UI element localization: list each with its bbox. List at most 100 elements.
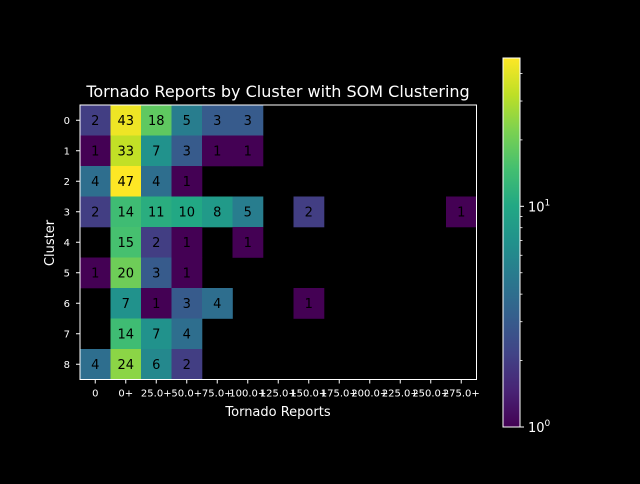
- heatmap-cell: [80, 196, 111, 228]
- x-tick-label: 50.0+: [171, 389, 202, 400]
- y-tick-label: 6: [64, 299, 70, 310]
- y-tick-label: 3: [64, 207, 70, 218]
- cell-value-label: 1: [244, 236, 252, 251]
- x-tick-label: 25.0+: [141, 389, 172, 400]
- heatmap-cell: [141, 135, 172, 167]
- heatmap-cell: [110, 257, 142, 289]
- heatmap-cell: [141, 227, 172, 258]
- cell-value-label: 11: [148, 205, 165, 220]
- x-tick-label: 175.0+: [321, 389, 358, 400]
- cell-value-label: 4: [183, 327, 191, 342]
- heatmap-cell: [171, 135, 203, 167]
- heatmap-cell: [232, 135, 264, 167]
- cell-value-label: 4: [91, 175, 99, 190]
- colorbar-tick-label: 100: [528, 419, 551, 436]
- cell-value-label: 1: [183, 266, 191, 281]
- cell-value-label: 14: [117, 205, 134, 220]
- heatmap-cell: [110, 318, 142, 350]
- y-axis-label: Cluster: [43, 219, 58, 266]
- heatmap-cell: [202, 135, 233, 167]
- colorbar-tick-label: 101: [528, 198, 550, 215]
- cell-value-label: 43: [117, 114, 134, 129]
- cell-value-label: 4: [91, 358, 99, 373]
- heatmap-cell: [80, 105, 111, 136]
- heatmap-cell: [171, 349, 203, 380]
- x-tick-label: 250.0+: [412, 389, 449, 400]
- cell-value-label: 1: [457, 205, 465, 220]
- chart-title: Tornado Reports by Cluster with SOM Clus…: [85, 82, 469, 101]
- cell-value-label: 1: [213, 144, 221, 159]
- heatmap-cell: [171, 196, 203, 228]
- cell-value-label: 3: [152, 266, 160, 281]
- cell-value-label: 7: [152, 327, 160, 342]
- x-tick-label: 125.0+: [260, 389, 297, 400]
- y-tick-label: 0: [64, 116, 70, 127]
- cell-value-label: 47: [117, 175, 134, 190]
- cell-value-label: 1: [91, 144, 99, 159]
- heatmap-cell: [202, 196, 233, 228]
- cell-value-label: 1: [91, 266, 99, 281]
- heatmap-cell: [141, 196, 172, 228]
- cell-value-label: 10: [178, 205, 195, 220]
- y-tick-label: 4: [64, 238, 70, 249]
- heatmap-cell: [110, 135, 142, 167]
- heatmap-cell: [80, 257, 111, 289]
- heatmap-cell: [202, 105, 233, 136]
- cell-value-label: 5: [183, 114, 191, 129]
- heatmap-cell: [141, 257, 172, 289]
- cell-value-label: 18: [148, 114, 165, 129]
- cell-value-label: 2: [152, 236, 160, 251]
- colorbar-frame: [502, 57, 521, 428]
- heatmap-cell: [171, 288, 203, 319]
- colorbar: 100 101: [502, 57, 551, 436]
- cell-value-label: 3: [183, 297, 191, 312]
- x-tick-label: 275.0+: [443, 389, 480, 400]
- cell-value-label: 2: [91, 114, 99, 129]
- heatmap-cell: [202, 288, 233, 319]
- heatmap-cell: [141, 166, 172, 197]
- cell-value-label: 4: [152, 175, 160, 190]
- x-tick-label: 225.0+: [382, 389, 419, 400]
- cell-value-label: 33: [117, 144, 134, 159]
- x-tick-label: 200.0+: [351, 389, 388, 400]
- cell-value-label: 6: [152, 358, 160, 373]
- heatmap-cell: [141, 105, 172, 136]
- x-axis: 0 0+ 25.0+ 50.0+ 75.0+100.0+125.0+150.0+175.…: [92, 379, 480, 400]
- heatmap-cell: [110, 227, 142, 258]
- cell-value-label: 1: [305, 297, 313, 312]
- heatmap-cell: [171, 227, 203, 258]
- heatmap-cell: [171, 257, 203, 289]
- cell-value-label: 8: [213, 205, 221, 220]
- cell-value-label: 7: [152, 144, 160, 159]
- heatmap-cell: [110, 349, 142, 380]
- heatmap-cell: [80, 135, 111, 167]
- cell-value-label: 4: [213, 297, 221, 312]
- y-tick-label: 8: [64, 360, 70, 371]
- heatmap-cell: [171, 105, 203, 136]
- heatmap-cell: [232, 196, 264, 228]
- heatmap-cell: [80, 349, 111, 380]
- plot-area: 2 43 18 5 3 31 33 7 3 1 14 47 4 12 14 11 10 8 5 2 115 2 1 11 20 3…: [79, 104, 477, 380]
- x-tick-label: 100.0+: [229, 389, 266, 400]
- heatmap-cell: [171, 166, 203, 197]
- cell-value-label: 2: [305, 205, 313, 220]
- y-tick-label: 7: [64, 329, 70, 340]
- heatmap-cell: [232, 227, 264, 258]
- heatmap-cell: [80, 166, 111, 197]
- heatmap-cell: [110, 105, 142, 136]
- cell-value-label: 1: [244, 144, 252, 159]
- y-tick-label: 2: [64, 177, 70, 188]
- cell-value-label: 7: [122, 297, 130, 312]
- heatmap-cell: [110, 196, 142, 228]
- cell-value-label: 3: [213, 114, 221, 129]
- heatmap-cell: [110, 166, 142, 197]
- cell-value-label: 2: [91, 205, 99, 220]
- cell-value-label: 1: [183, 236, 191, 251]
- cell-value-label: 20: [117, 266, 134, 281]
- heatmap-cell: [110, 288, 142, 319]
- y-tick-label: 5: [64, 268, 70, 279]
- heatmap-cell: [141, 288, 172, 319]
- x-tick-label: 0: [92, 389, 98, 400]
- heatmap-cell: [232, 105, 264, 136]
